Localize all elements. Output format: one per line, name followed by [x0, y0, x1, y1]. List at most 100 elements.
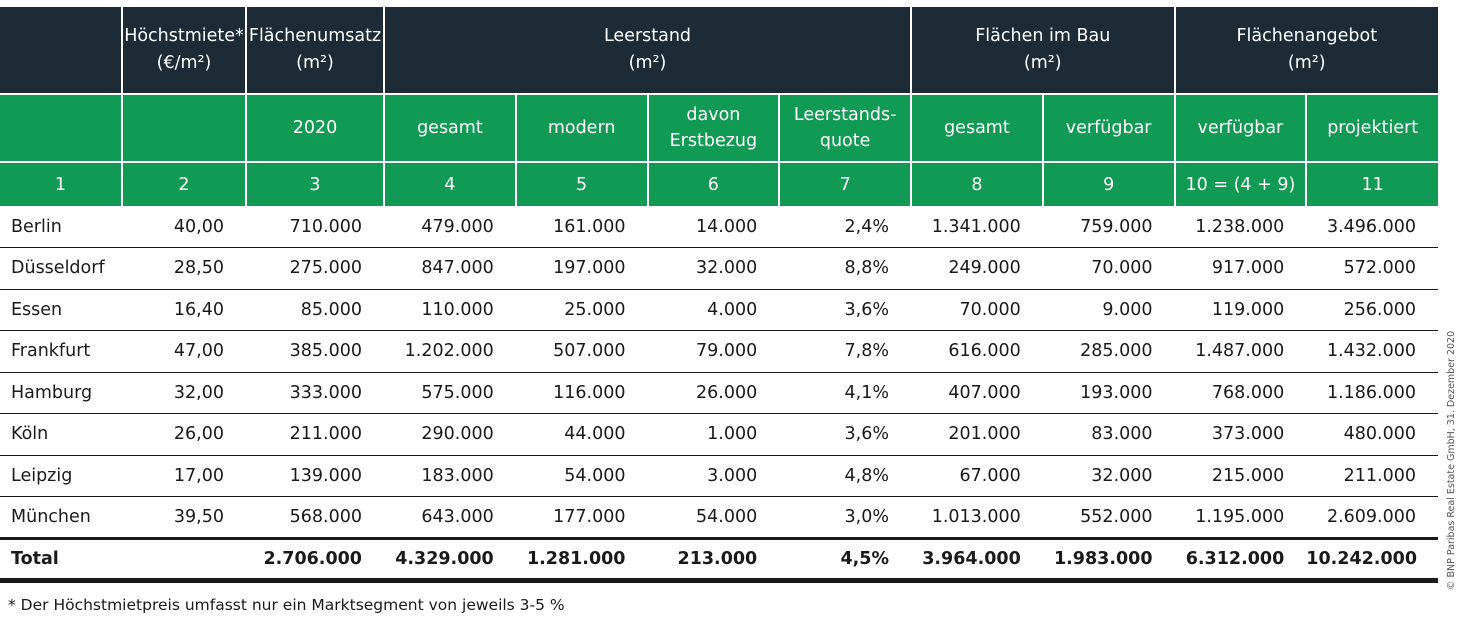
header-row-groups: Höchstmiete* (€/m²) Flächenumsatz (m²) Leers… [0, 7, 1439, 94]
group-header: Leerstand (m²) [384, 7, 913, 94]
subcolumn-header [122, 93, 247, 162]
total-value-cell: 1.281.000 [515, 536, 648, 583]
value-cell: 14.000 [647, 206, 780, 248]
value-cell: 2,4% [779, 206, 912, 248]
value-cell: 26.000 [647, 372, 780, 414]
city-name-cell: Köln [0, 413, 122, 456]
city-name-cell: Leipzig [0, 455, 122, 497]
value-cell: 25.000 [515, 289, 648, 331]
city-name-cell: Essen [0, 289, 122, 331]
value-cell: 70.000 [911, 289, 1043, 331]
total-value-cell: 1.983.000 [1042, 536, 1175, 583]
column-number-header: 4 [384, 161, 517, 206]
value-cell: 507.000 [515, 330, 648, 373]
value-cell: 70.000 [1042, 247, 1175, 290]
group-header: Flächenangebot (m²) [1174, 7, 1439, 94]
value-cell: 32.000 [647, 247, 780, 290]
total-value-cell: 2.706.000 [246, 536, 384, 583]
value-cell: 193.000 [1042, 372, 1175, 414]
table-row: Leipzig 17,00 139.000 183.000 54.000 3.000 4,8… [0, 455, 1439, 497]
total-value-cell: 10.242.000 [1306, 536, 1439, 583]
value-cell: 373.000 [1174, 413, 1307, 456]
group-header [0, 7, 123, 94]
total-row: Total 2.706.000 4.329.000 1.281.000 213.000 4… [0, 536, 1439, 583]
value-cell: 32.000 [1042, 455, 1175, 497]
group-header: Höchstmiete* (€/m²) [122, 7, 247, 94]
value-cell: 3,6% [779, 289, 912, 331]
value-cell: 215.000 [1174, 455, 1307, 497]
subcolumn-header: Leerstands-quote [779, 93, 913, 162]
value-cell: 9.000 [1042, 289, 1175, 331]
total-value-cell: 4,5% [779, 536, 912, 583]
value-cell: 17,00 [122, 455, 246, 497]
value-cell: 575.000 [384, 372, 516, 414]
value-cell: 285.000 [1042, 330, 1175, 373]
total-value-cell: 4.329.000 [384, 536, 516, 583]
column-number-header: 2 [122, 161, 247, 206]
value-cell: 552.000 [1042, 496, 1175, 539]
city-name-cell: Düsseldorf [0, 247, 122, 290]
value-cell: 116.000 [515, 372, 648, 414]
table-row: Hamburg 32,00 333.000 575.000 116.000 26.000 4… [0, 372, 1439, 414]
value-cell: 85.000 [246, 289, 384, 331]
value-cell: 1.432.000 [1306, 330, 1439, 373]
column-number-header: 3 [246, 161, 385, 206]
value-cell: 480.000 [1306, 413, 1439, 456]
value-cell: 407.000 [911, 372, 1043, 414]
value-cell: 572.000 [1306, 247, 1439, 290]
column-number-header: 6 [647, 161, 781, 206]
value-cell: 183.000 [384, 455, 516, 497]
value-cell: 40,00 [122, 206, 246, 248]
value-cell: 3.000 [647, 455, 780, 497]
column-number-header: 11 [1306, 161, 1439, 206]
value-cell: 847.000 [384, 247, 516, 290]
value-cell: 616.000 [911, 330, 1043, 373]
value-cell: 385.000 [246, 330, 384, 373]
value-cell: 4,1% [779, 372, 912, 414]
value-cell: 568.000 [246, 496, 384, 539]
subcolumn-header: davon Erstbezug [647, 93, 781, 162]
value-cell: 249.000 [911, 247, 1043, 290]
value-cell: 39,50 [122, 496, 246, 539]
value-cell: 759.000 [1042, 206, 1175, 248]
value-cell: 4,8% [779, 455, 912, 497]
value-cell: 256.000 [1306, 289, 1439, 331]
value-cell: 139.000 [246, 455, 384, 497]
subcolumn-header: verfügbar [1042, 93, 1176, 162]
value-cell: 1.238.000 [1174, 206, 1307, 248]
value-cell: 8,8% [779, 247, 912, 290]
value-cell: 1.202.000 [384, 330, 516, 373]
column-number-header: 10 = (4 + 9) [1174, 161, 1308, 206]
value-cell: 211.000 [246, 413, 384, 456]
city-name-cell: Berlin [0, 206, 122, 248]
value-cell: 333.000 [246, 372, 384, 414]
value-cell: 44.000 [515, 413, 648, 456]
market-table-wrapper: Höchstmiete* (€/m²) Flächenumsatz (m²) Leers… [0, 7, 1439, 583]
table-row: Berlin 40,00 710.000 479.000 161.000 14.000 2,… [0, 206, 1439, 248]
header-row-numbers: 1 2 3 4 5 6 7 8 9 10 = (4 + 9) 11 [0, 161, 1439, 206]
value-cell: 16,40 [122, 289, 246, 331]
total-value-cell [122, 536, 246, 583]
value-cell: 1.000 [647, 413, 780, 456]
column-number-header: 7 [779, 161, 913, 206]
value-cell: 26,00 [122, 413, 246, 456]
table-row: München 39,50 568.000 643.000 177.000 54.000 3… [0, 496, 1439, 539]
city-name-cell: München [0, 496, 122, 539]
value-cell: 917.000 [1174, 247, 1307, 290]
value-cell: 67.000 [911, 455, 1043, 497]
value-cell: 119.000 [1174, 289, 1307, 331]
value-cell: 275.000 [246, 247, 384, 290]
value-cell: 201.000 [911, 413, 1043, 456]
column-number-header: 5 [515, 161, 649, 206]
column-number-header: 1 [0, 161, 123, 206]
header-row-subcolumns: 2020 gesamt modern davon Erstbezug Leerstands… [0, 93, 1439, 162]
value-cell: 3,6% [779, 413, 912, 456]
value-cell: 211.000 [1306, 455, 1439, 497]
group-header: Flächenumsatz (m²) [246, 7, 385, 94]
group-header: Flächen im Bau (m²) [911, 7, 1176, 94]
value-cell: 47,00 [122, 330, 246, 373]
subcolumn-header [0, 93, 123, 162]
total-label-cell: Total [0, 536, 122, 583]
value-cell: 1.013.000 [911, 496, 1043, 539]
value-cell: 1.186.000 [1306, 372, 1439, 414]
